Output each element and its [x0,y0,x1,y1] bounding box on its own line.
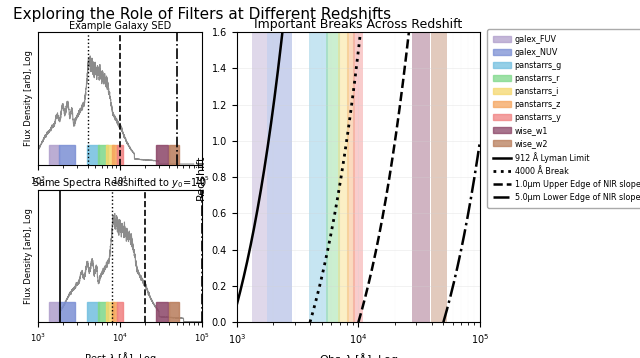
Y-axis label: Flux Density [arb], Log: Flux Density [arb], Log [24,208,33,304]
Bar [98,145,108,165]
X-axis label: Rest $\lambda$ [Å], Log: Rest $\lambda$ [Å], Log [84,350,156,358]
Bar [112,145,117,165]
Bar [326,32,340,322]
Text: Exploring the Role of Filters at Different Redshifts: Exploring the Role of Filters at Differe… [13,7,391,22]
Y-axis label: Redshift: Redshift [196,155,206,200]
Bar [156,302,168,322]
Bar [98,302,108,322]
Bar [59,302,76,322]
Bar [49,302,59,322]
Bar [112,302,117,322]
Bar [412,32,429,322]
Bar [59,145,76,165]
Title: Important Breaks Across Redshift: Important Breaks Across Redshift [254,18,463,31]
Title: Same Spectra Redshifted to $y_0$=1.0: Same Spectra Redshifted to $y_0$=1.0 [33,176,207,190]
Bar [106,302,113,322]
Bar [338,32,349,322]
Bar [49,145,59,165]
Bar [309,32,328,322]
Bar [106,145,113,165]
Bar [116,145,123,165]
Bar [431,32,447,322]
Bar [353,32,363,322]
Bar [169,302,179,322]
Bar [267,32,292,322]
Bar [252,32,268,322]
Title: Example Galaxy SED: Example Galaxy SED [69,21,171,32]
Y-axis label: Flux Density [arb], Log: Flux Density [arb], Log [24,50,33,146]
Bar [156,145,168,165]
Legend: galex_FUV, galex_NUV, panstarrs_g, panstarrs_r, panstarrs_i, panstarrs_z, pansta: galex_FUV, galex_NUV, panstarrs_g, panst… [487,29,640,208]
Bar [347,32,355,322]
Bar [116,302,123,322]
Bar [87,302,99,322]
X-axis label: Obs $\lambda$ [Å], Log: Obs $\lambda$ [Å], Log [319,351,398,358]
Bar [169,145,179,165]
Bar [87,145,99,165]
